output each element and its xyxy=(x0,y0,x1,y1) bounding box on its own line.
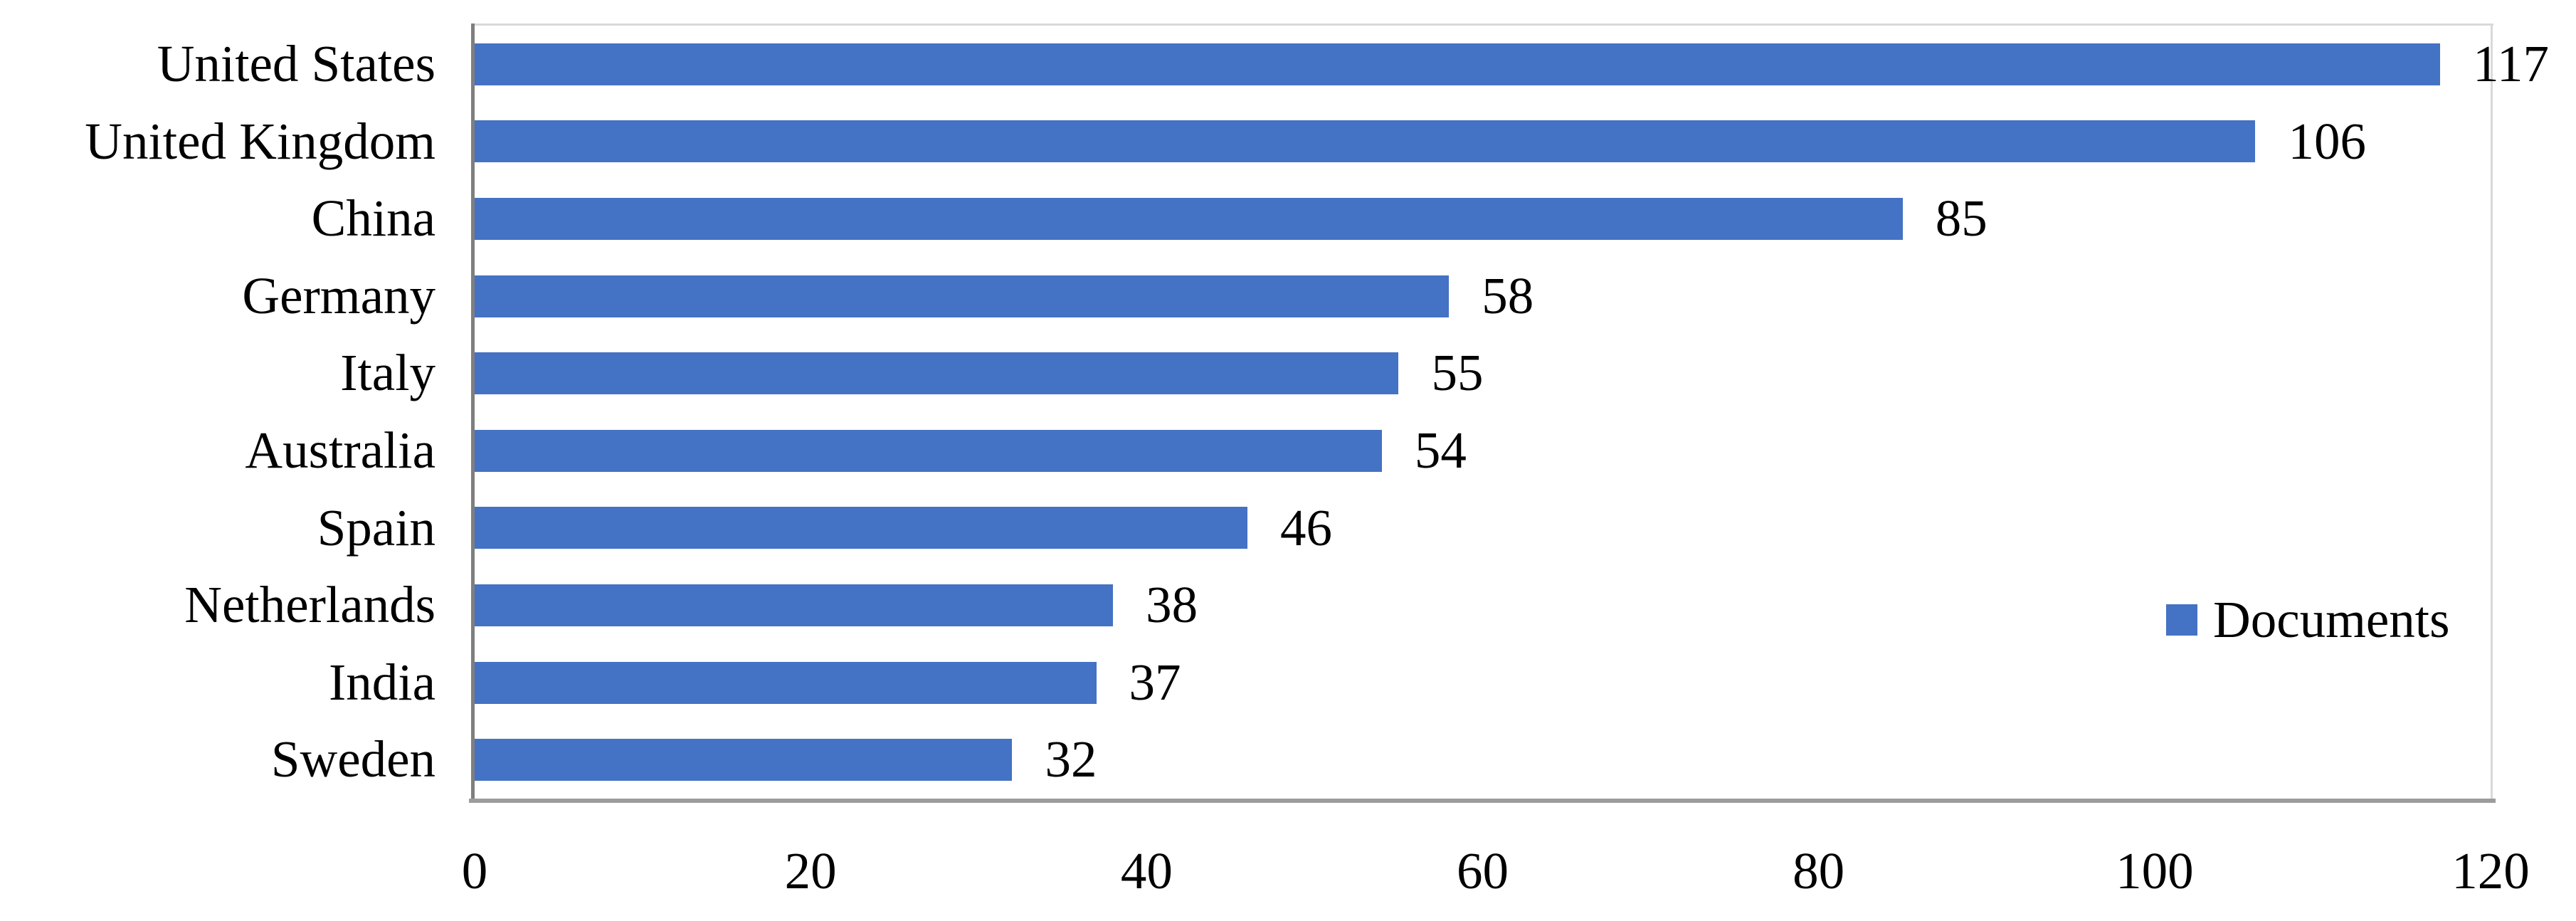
gridline-120 xyxy=(2491,23,2493,801)
category-label: Sweden xyxy=(270,730,436,789)
category-label: Australia xyxy=(245,421,436,479)
x-tick-label: 80 xyxy=(1793,842,1845,900)
value-label: 117 xyxy=(2473,35,2549,93)
x-tick-label: 60 xyxy=(1457,842,1509,900)
category-label: Italy xyxy=(340,344,436,402)
plot-border-top xyxy=(473,23,2493,26)
bar xyxy=(475,43,2441,85)
value-label: 32 xyxy=(1045,730,1097,789)
value-label: 58 xyxy=(1482,266,1534,325)
bar xyxy=(475,429,1382,472)
bar xyxy=(475,120,2256,163)
category-label: United States xyxy=(157,35,436,93)
x-tick-label: 20 xyxy=(784,842,837,900)
value-label: 38 xyxy=(1146,576,1198,634)
x-axis-line xyxy=(469,799,2496,803)
category-label: India xyxy=(329,653,436,711)
bar xyxy=(475,198,1903,240)
legend: Documents xyxy=(2166,581,2450,659)
value-label: 106 xyxy=(2288,112,2366,170)
value-label: 85 xyxy=(1935,189,1988,248)
bar xyxy=(475,275,1450,317)
legend-label: Documents xyxy=(2213,591,2450,648)
category-label: China xyxy=(311,189,436,248)
category-label: United Kingdom xyxy=(85,112,436,170)
bar xyxy=(475,739,1013,781)
x-tick-label: 120 xyxy=(2451,842,2530,900)
x-tick-label: 40 xyxy=(1120,842,1173,900)
x-tick-label: 100 xyxy=(2116,842,2194,900)
value-label: 37 xyxy=(1129,653,1181,711)
x-tick-label: 0 xyxy=(461,842,488,900)
bar xyxy=(475,661,1097,704)
value-label: 46 xyxy=(1279,498,1332,557)
y-axis-line xyxy=(471,23,475,801)
bar xyxy=(475,352,1399,395)
value-label: 55 xyxy=(1431,344,1484,402)
bar xyxy=(475,507,1247,549)
value-label: 54 xyxy=(1414,421,1467,479)
category-label: Spain xyxy=(317,498,436,557)
category-label: Netherlands xyxy=(184,576,436,634)
legend-swatch-icon xyxy=(2166,604,2197,636)
bar xyxy=(475,584,1114,626)
category-label: Germany xyxy=(242,266,436,325)
